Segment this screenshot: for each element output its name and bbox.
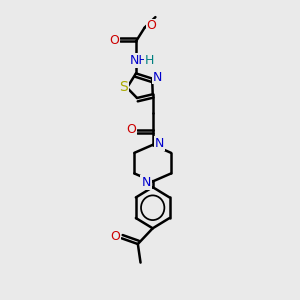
Text: N: N bbox=[155, 137, 164, 150]
Text: S: S bbox=[119, 80, 128, 94]
Text: O: O bbox=[111, 230, 121, 242]
Text: O: O bbox=[110, 34, 119, 47]
Text: N: N bbox=[153, 70, 162, 84]
Text: O: O bbox=[146, 20, 156, 32]
Text: H: H bbox=[145, 54, 154, 67]
Text: N: N bbox=[141, 176, 151, 189]
Text: O: O bbox=[126, 124, 136, 136]
Text: NH: NH bbox=[129, 54, 148, 67]
